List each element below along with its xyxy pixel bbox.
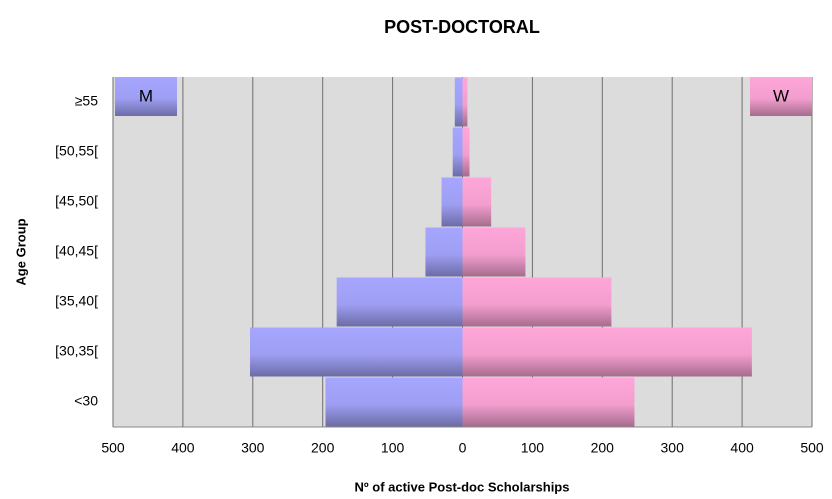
bar-shade bbox=[250, 327, 463, 377]
bar-shade bbox=[336, 277, 463, 327]
bar-shade bbox=[462, 327, 752, 377]
y-tick-label: <30 bbox=[74, 393, 98, 409]
bar-shade bbox=[462, 377, 635, 427]
bar-shade bbox=[454, 77, 463, 127]
x-tick-label: 200 bbox=[311, 440, 335, 456]
legend-shade bbox=[115, 77, 177, 116]
bar-shade bbox=[462, 177, 492, 227]
bar-shade bbox=[425, 227, 463, 277]
y-tick-label: [35,40[ bbox=[55, 293, 98, 309]
y-tick-label: ≥55 bbox=[75, 93, 98, 109]
x-tick-label: 500 bbox=[800, 440, 824, 456]
bar-shade bbox=[462, 77, 468, 127]
legend-label: W bbox=[773, 86, 789, 105]
x-tick-label: 200 bbox=[591, 440, 615, 456]
bar-shade bbox=[462, 277, 612, 327]
x-tick-label: 300 bbox=[661, 440, 685, 456]
y-tick-label: [30,35[ bbox=[55, 343, 98, 359]
legend-label: M bbox=[139, 86, 153, 105]
x-tick-label: 400 bbox=[730, 440, 754, 456]
bar-shade bbox=[325, 377, 463, 427]
x-tick-label: 100 bbox=[381, 440, 405, 456]
bar-shade bbox=[441, 177, 463, 227]
bar-shade bbox=[462, 227, 526, 277]
x-tick-label: 100 bbox=[521, 440, 545, 456]
legend-shade bbox=[750, 77, 812, 116]
x-tick-label: 400 bbox=[171, 440, 195, 456]
bar-shade bbox=[452, 127, 463, 177]
y-tick-label: [40,45[ bbox=[55, 243, 98, 259]
x-axis-title: Nº of active Post-doc Scholarships bbox=[355, 479, 570, 494]
x-tick-label: 300 bbox=[241, 440, 265, 456]
y-tick-label: [45,50[ bbox=[55, 193, 98, 209]
x-tick-label: 0 bbox=[459, 440, 467, 456]
y-axis-title: Age Group bbox=[13, 218, 28, 285]
x-tick-label: 500 bbox=[101, 440, 125, 456]
bar-shade bbox=[462, 127, 470, 177]
y-tick-label: [50,55[ bbox=[55, 143, 98, 159]
chart-title: POST-DOCTORAL bbox=[384, 17, 540, 37]
